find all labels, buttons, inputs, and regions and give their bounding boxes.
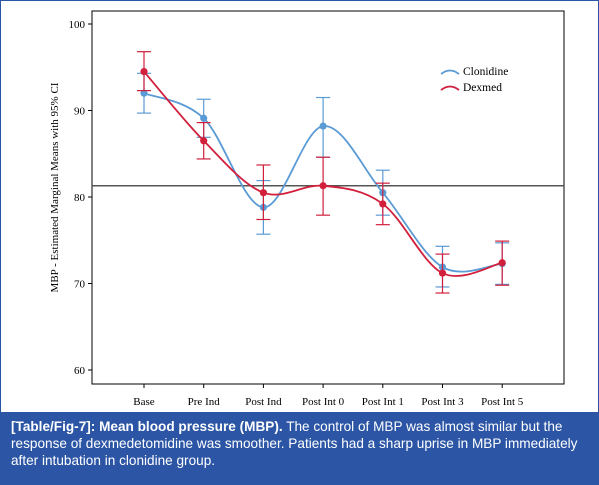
data-point-clonidine-0 [140,89,148,97]
data-point-dexmed-4 [379,200,387,208]
x-tick-label-4: Post Int 1 [362,396,404,408]
data-point-dexmed-1 [200,137,208,145]
y-tick-label-80: 80 [74,192,86,204]
figure-caption: [Table/Fig-7]: Mean blood pressure (MBP)… [1,412,598,484]
x-tick-label-5: Post Int 3 [421,396,464,408]
y-tick-label-60: 60 [74,365,86,377]
x-tick-label-1: Pre Ind [188,396,221,408]
y-tick-label-90: 90 [74,106,86,118]
data-point-dexmed-0 [140,67,148,76]
mbp-chart: 60 70 80 90 100 Base Pre Ind Post Ind Post Int … [49,10,565,408]
x-tick-label-3: Post Int 0 [302,396,345,408]
y-axis-label: MBP - Estimated Marginal Means with 95% … [49,82,61,292]
legend-swatch-clonidine [440,69,460,75]
legend-swatch-dexmed [440,85,460,91]
x-tick-label-2: Post Ind [245,396,282,408]
legend-label-clonidine: Clonidine [463,66,508,78]
legend: Clonidine Dexmed [440,66,508,94]
data-point-clonidine-1 [200,114,208,122]
caption-heading: Mean blood pressure (MBP). [99,419,283,434]
data-point-dexmed-2 [259,189,267,197]
series-layer [137,51,510,294]
series-dexmed [137,51,510,294]
data-point-dexmed-6 [498,259,506,267]
data-point-dexmed-5 [438,269,447,277]
x-axis: Base Pre Ind Post Ind Post Int 0 Post Int 1 P… [133,384,524,408]
data-point-dexmed-3 [319,182,327,190]
y-axis: 60 70 80 90 100 [69,19,92,377]
data-point-clonidine-3 [319,122,327,130]
x-tick-label-0: Base [133,396,155,408]
caption-label: [Table/Fig-7]: [11,419,96,434]
caption-text: The control of MBP was almost similar bu… [11,419,578,468]
y-tick-label-70: 70 [74,279,86,291]
x-tick-label-6: Post Int 5 [481,396,524,408]
legend-label-dexmed: Dexmed [463,82,502,94]
y-tick-label-100: 100 [69,19,86,31]
